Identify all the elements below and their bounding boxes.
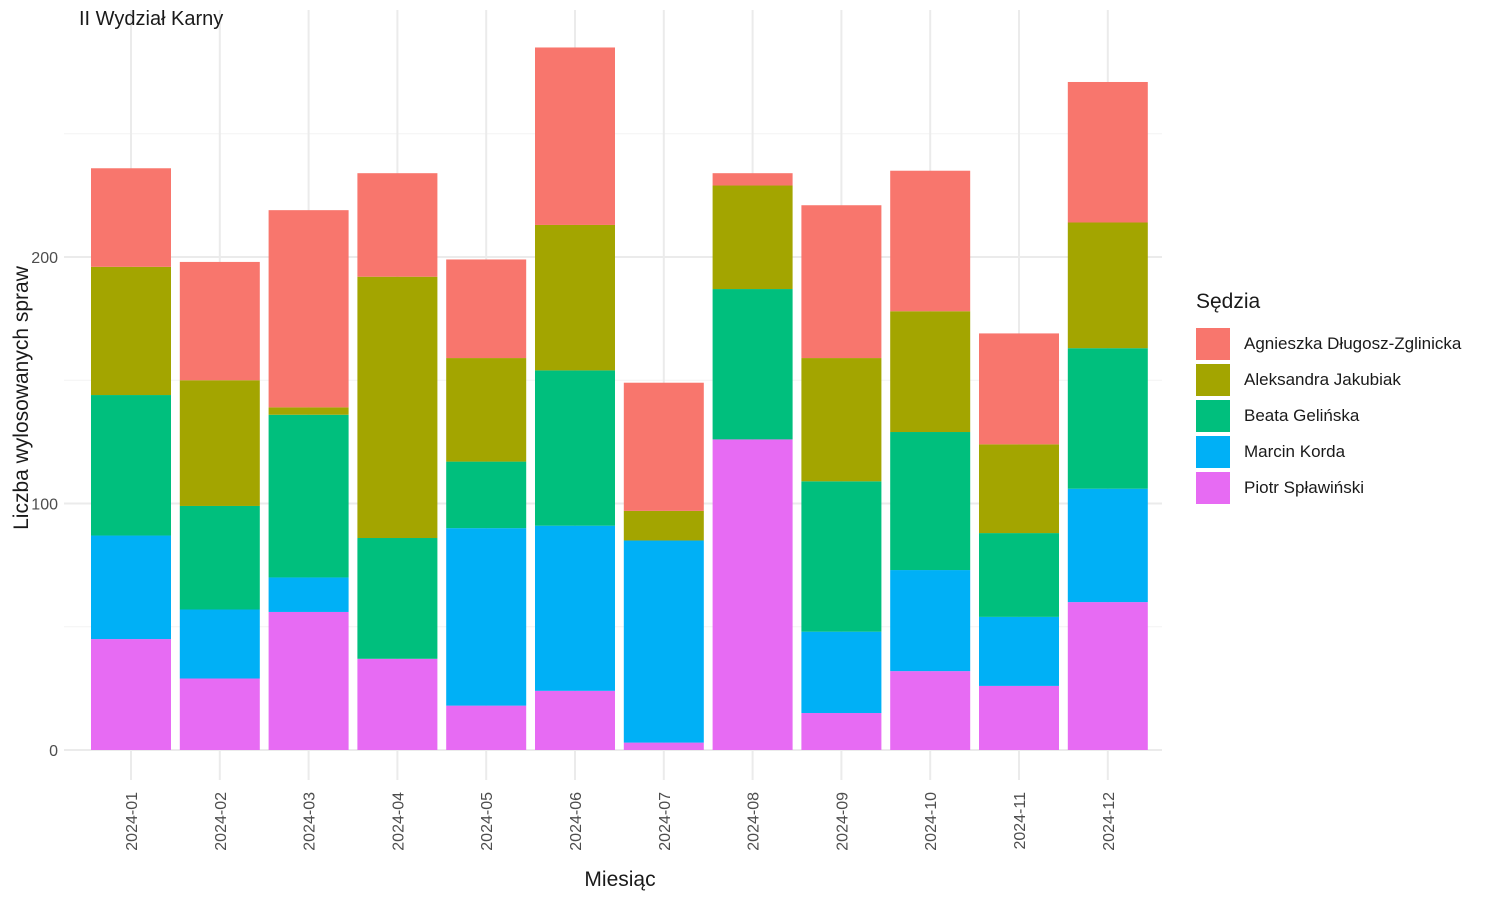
bar-segment bbox=[979, 533, 1059, 617]
bar-segment bbox=[712, 173, 793, 186]
bar-segment bbox=[979, 685, 1059, 750]
x-tick-label: 2024-10 bbox=[923, 792, 940, 851]
bar-segment bbox=[268, 210, 349, 408]
bar-segment bbox=[801, 481, 882, 632]
x-tick-label: 2024-01 bbox=[124, 792, 141, 851]
legend-key bbox=[1196, 472, 1230, 504]
chart-subtitle: II Wydział Karny bbox=[79, 8, 224, 30]
bar-segment bbox=[801, 358, 882, 482]
bar-segment bbox=[890, 570, 971, 672]
bar-segment bbox=[91, 266, 171, 396]
x-axis-label: Miesiąc bbox=[584, 868, 655, 891]
bar-segment bbox=[179, 261, 260, 381]
bar-segment bbox=[1067, 488, 1148, 603]
bars bbox=[91, 47, 1148, 750]
legend: Sędzia Agnieszka Długosz-Zglinicka Aleksa… bbox=[1196, 290, 1461, 506]
bar-segment bbox=[91, 535, 171, 640]
x-tick-label: 2024-08 bbox=[746, 792, 763, 851]
legend-label: Agnieszka Długosz-Zglinicka bbox=[1244, 334, 1462, 353]
y-tick-label: 100 bbox=[31, 497, 58, 514]
bar-segment bbox=[91, 395, 171, 536]
bar-segment bbox=[979, 333, 1059, 445]
legend-label: Piotr Spławiński bbox=[1244, 478, 1364, 497]
x-tick-label: 2024-09 bbox=[834, 792, 851, 851]
bar-segment bbox=[357, 538, 438, 659]
bar-segment bbox=[179, 678, 260, 750]
legend-label: Beata Gelińska bbox=[1244, 406, 1360, 425]
bar-segment bbox=[623, 382, 704, 511]
bar-segment bbox=[357, 658, 438, 750]
bar-segment bbox=[535, 224, 615, 371]
legend-key bbox=[1196, 364, 1230, 396]
bar-segment bbox=[179, 505, 260, 610]
y-tick-label: 200 bbox=[31, 250, 58, 267]
bar-segment bbox=[623, 742, 704, 750]
legend-label: Marcin Korda bbox=[1244, 442, 1346, 461]
legend-item: Piotr Spławiński bbox=[1196, 470, 1461, 506]
bar-segment bbox=[535, 47, 615, 225]
bar-segment bbox=[357, 276, 438, 539]
bar-segment bbox=[535, 370, 615, 526]
x-tick-labels: 2024-01 2024-02 2024-03 2024-04 2024-05 2024-… bbox=[124, 792, 1118, 851]
legend-key bbox=[1196, 400, 1230, 432]
x-tick-label: 2024-06 bbox=[568, 792, 585, 851]
x-tick-label: 2024-02 bbox=[213, 792, 230, 851]
legend-key bbox=[1196, 436, 1230, 468]
x-tick-label: 2024-03 bbox=[302, 792, 319, 851]
legend-label: Aleksandra Jakubiak bbox=[1244, 370, 1401, 389]
x-tick-label: 2024-12 bbox=[1101, 792, 1118, 851]
legend-item: Beata Gelińska bbox=[1196, 398, 1461, 434]
legend-item: Aleksandra Jakubiak bbox=[1196, 362, 1461, 398]
bar-segment bbox=[357, 173, 438, 277]
bar-segment bbox=[446, 528, 527, 706]
bar-segment bbox=[979, 616, 1059, 686]
y-axis-label: Liczba wylosowanych spraw bbox=[10, 265, 33, 530]
bar-segment bbox=[890, 671, 971, 750]
legend-items: Agnieszka Długosz-Zglinicka Aleksandra Ja… bbox=[1196, 326, 1461, 506]
bar-segment bbox=[1067, 222, 1148, 349]
bar-segment bbox=[268, 414, 349, 578]
bar-segment bbox=[890, 170, 971, 312]
bar-segment bbox=[446, 461, 527, 529]
x-tick-label: 2024-05 bbox=[479, 792, 496, 851]
x-tick-label: 2024-07 bbox=[657, 792, 674, 851]
bar-segment bbox=[91, 168, 171, 267]
bar-segment bbox=[91, 639, 171, 750]
x-tick-label: 2024-11 bbox=[1012, 792, 1029, 850]
y-tick-labels: 0 100 200 bbox=[31, 250, 58, 760]
bar-segment bbox=[179, 380, 260, 506]
bar-segment bbox=[1067, 348, 1148, 489]
bar-segment bbox=[979, 444, 1059, 534]
legend-key bbox=[1196, 328, 1230, 360]
legend-item: Agnieszka Długosz-Zglinicka bbox=[1196, 326, 1461, 362]
bar-segment bbox=[446, 358, 527, 462]
bar-segment bbox=[535, 690, 615, 750]
bar-segment bbox=[623, 510, 704, 541]
legend-item: Marcin Korda bbox=[1196, 434, 1461, 470]
bar-segment bbox=[801, 631, 882, 714]
bar-segment bbox=[268, 577, 349, 612]
bar-segment bbox=[179, 609, 260, 679]
bar-segment bbox=[712, 439, 793, 750]
bar-segment bbox=[712, 289, 793, 440]
bar-segment bbox=[535, 525, 615, 691]
bar-segment bbox=[1067, 602, 1148, 750]
bar-segment bbox=[890, 432, 971, 571]
bar-segment bbox=[801, 205, 882, 359]
legend-title: Sędzia bbox=[1196, 290, 1261, 313]
bar-segment bbox=[1067, 81, 1148, 223]
x-tick-label: 2024-04 bbox=[390, 792, 407, 851]
bar-segment bbox=[890, 311, 971, 433]
bar-segment bbox=[623, 540, 704, 743]
bar-segment bbox=[446, 705, 527, 750]
bar-segment bbox=[801, 713, 882, 750]
bar-segment bbox=[268, 407, 349, 415]
bar-segment bbox=[268, 611, 349, 750]
bar-segment bbox=[712, 185, 793, 290]
bar-segment bbox=[446, 259, 527, 359]
y-tick-label: 0 bbox=[49, 743, 58, 760]
